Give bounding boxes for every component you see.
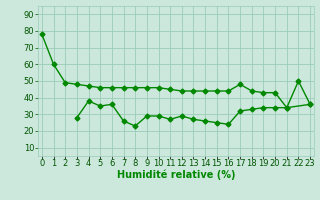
X-axis label: Humidité relative (%): Humidité relative (%) xyxy=(117,169,235,180)
